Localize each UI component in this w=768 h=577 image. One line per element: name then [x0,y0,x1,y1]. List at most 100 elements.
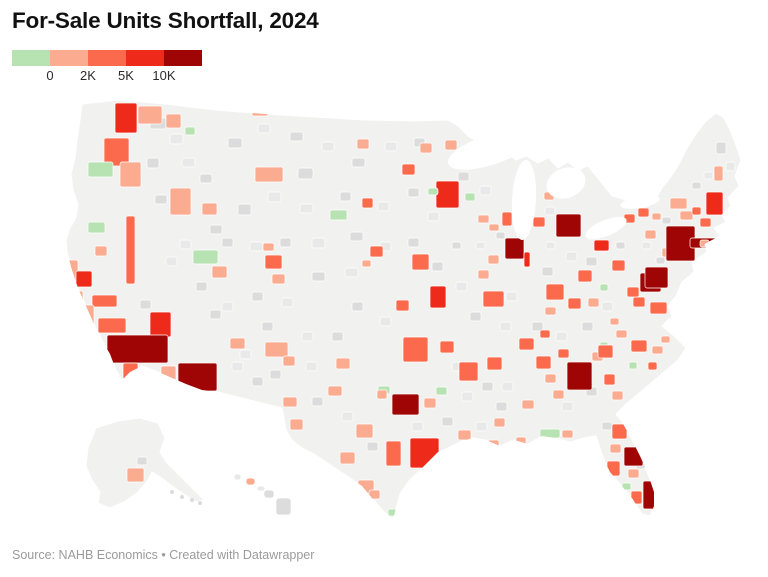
county-d[interactable] [504,237,525,260]
county-s[interactable] [487,254,500,265]
county-r[interactable] [385,440,402,467]
county-s[interactable] [477,214,490,224]
county-g[interactable] [184,126,196,136]
county-r[interactable] [103,137,130,167]
county-s[interactable] [376,389,388,400]
county-r[interactable] [91,294,118,308]
county-r[interactable] [411,253,430,271]
county-r[interactable] [122,362,139,380]
county-r[interactable] [647,361,658,371]
county-s[interactable] [660,335,671,344]
county-s[interactable] [119,161,142,188]
county-n2[interactable] [165,256,178,267]
county-s[interactable] [609,443,622,454]
county-d[interactable] [177,362,218,392]
county-n2[interactable] [239,349,252,360]
county-n1[interactable] [431,261,444,272]
county-s[interactable] [282,396,298,408]
county-d[interactable] [566,361,593,391]
county-s[interactable] [335,357,351,370]
county-r[interactable] [482,290,505,308]
county-r[interactable] [632,296,646,308]
county-s[interactable] [330,476,345,489]
county-s[interactable] [137,105,163,125]
hawaii-island[interactable] [245,477,256,486]
county-s[interactable] [615,329,628,339]
county-r[interactable] [518,337,535,351]
county-n2[interactable] [231,361,244,372]
county-n2[interactable] [725,161,736,172]
county-s[interactable] [126,467,145,483]
county-r[interactable] [603,373,616,386]
county-r[interactable] [361,197,374,209]
county-s[interactable] [355,423,374,439]
county-d[interactable] [644,266,669,289]
county-r[interactable] [458,361,479,382]
county-b[interactable] [75,270,93,288]
county-n2[interactable] [545,241,556,250]
county-n2[interactable] [455,281,468,292]
county-s[interactable] [254,166,284,183]
county-n2[interactable] [311,237,326,249]
county-n1[interactable] [331,331,344,342]
county-r[interactable] [691,206,702,216]
county-n2[interactable] [544,206,556,216]
county-r[interactable] [699,217,712,228]
county-n1[interactable] [581,321,594,332]
county-n2[interactable] [703,171,714,180]
county-b[interactable] [523,251,531,268]
county-g[interactable] [621,482,632,491]
county-n1[interactable] [495,231,506,240]
county-s[interactable] [609,317,620,326]
county-n1[interactable] [469,311,482,322]
county-s[interactable] [423,397,437,409]
county-n2[interactable] [427,211,440,222]
county-s[interactable] [544,373,557,384]
county-n1[interactable] [251,376,264,387]
county-r[interactable] [439,340,455,354]
county-s[interactable] [457,429,472,441]
county-g[interactable] [87,161,114,178]
county-r[interactable] [264,254,283,270]
county-n1[interactable] [366,441,379,452]
county-n2[interactable] [221,301,234,312]
county-n1[interactable] [481,381,494,392]
county-s[interactable] [651,212,662,221]
county-s[interactable] [493,417,506,428]
county-b[interactable] [593,239,610,252]
county-r[interactable] [606,460,621,477]
county-n1[interactable] [237,203,252,216]
county-s[interactable] [587,297,600,308]
county-s[interactable] [552,389,565,400]
county-s[interactable] [339,451,356,465]
county-g[interactable] [192,249,219,265]
county-n1[interactable] [199,173,213,184]
county-r[interactable] [557,348,570,359]
county-b[interactable] [705,191,724,216]
county-n1[interactable] [441,416,454,427]
county-r[interactable] [369,245,384,258]
county-s[interactable] [169,187,192,216]
county-s[interactable] [444,139,458,151]
county-s[interactable] [356,138,370,150]
county-b[interactable] [149,311,172,338]
county-n1[interactable] [311,271,326,282]
county-s[interactable] [651,345,664,355]
county-n1[interactable] [209,224,223,235]
county-n1[interactable] [349,231,364,242]
county-s[interactable] [361,259,372,268]
county-n1[interactable] [311,396,324,407]
county-n1[interactable] [615,241,626,250]
county-d[interactable] [391,393,420,416]
county-s[interactable] [327,385,343,397]
county-n1[interactable] [691,181,702,190]
county-s[interactable] [515,436,527,446]
hawaii-island[interactable] [233,473,242,481]
county-n1[interactable] [495,401,508,412]
county-n2[interactable] [305,361,318,372]
county-r[interactable] [577,269,593,283]
county-g[interactable] [329,209,348,221]
county-n2[interactable] [601,301,614,312]
county-g[interactable] [464,192,476,202]
county-n2[interactable] [257,123,271,134]
